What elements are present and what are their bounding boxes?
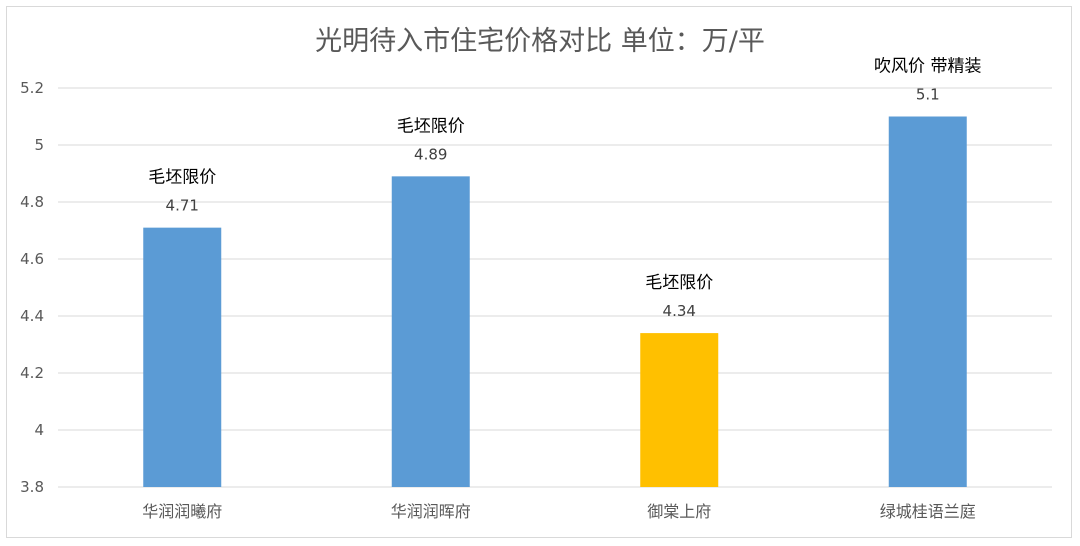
grid-layer bbox=[58, 87, 1052, 488]
x-tick-label: 华润润曦府 bbox=[142, 502, 222, 521]
y-tick-label: 4.6 bbox=[20, 250, 44, 268]
data-label: 4.71 bbox=[166, 197, 199, 215]
y-tick-label: 4.4 bbox=[20, 307, 44, 325]
bar-layer bbox=[143, 116, 967, 487]
bar bbox=[391, 176, 470, 487]
data-label: 4.89 bbox=[414, 145, 447, 163]
y-tick-label: 5.2 bbox=[20, 79, 44, 97]
bar bbox=[640, 333, 719, 487]
y-axis: 3.8 4 4.2 4.4 4.6 4.8 5 5.2 bbox=[20, 79, 44, 496]
x-axis: 华润润曦府 华润润晖府 御棠上府 绿城桂语兰庭 bbox=[142, 502, 976, 521]
chart-title: 光明待入市住宅价格对比 单位：万/平 bbox=[315, 26, 765, 57]
x-tick-label: 御棠上府 bbox=[647, 502, 711, 521]
annotation-label: 毛坯限价 bbox=[397, 116, 465, 136]
annotation-label: 毛坯限价 bbox=[645, 273, 713, 293]
annotation-label: 吹风价 带精装 bbox=[874, 57, 981, 77]
annotation-label: 毛坯限价 bbox=[148, 168, 216, 188]
y-tick-label: 4.2 bbox=[20, 364, 44, 382]
y-tick-label: 3.8 bbox=[20, 478, 44, 496]
bar bbox=[888, 116, 967, 487]
data-label: 5.1 bbox=[916, 86, 940, 104]
x-tick-label: 绿城桂语兰庭 bbox=[880, 502, 976, 521]
y-tick-label: 4 bbox=[34, 421, 44, 439]
y-tick-label: 4.8 bbox=[20, 193, 44, 211]
x-tick-label: 华润润晖府 bbox=[391, 502, 471, 521]
y-tick-label: 5 bbox=[34, 136, 44, 154]
bar bbox=[143, 227, 222, 487]
data-label: 4.34 bbox=[663, 302, 696, 320]
label-layer: 4.71 毛坯限价 4.89 毛坯限价 4.34 毛坯限价 5.1 吹风价 带精装 bbox=[148, 57, 981, 321]
